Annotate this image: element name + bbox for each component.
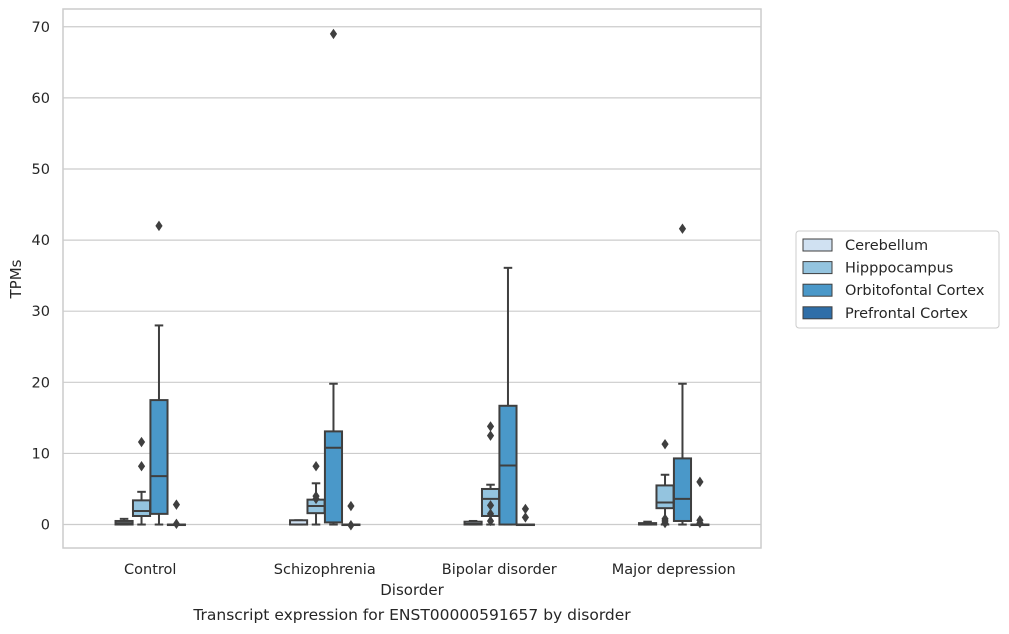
legend-label: Orbitofontal Cortex (845, 283, 985, 299)
legend-label: Cerebellum (845, 238, 928, 254)
box-prefrontal-cortex (690, 476, 710, 529)
legend: Cerebellum Hipppocampus Orbitofontal Corte… (795, 230, 1000, 329)
box-orbitofontal-cortex (323, 28, 344, 526)
outlier-point (155, 220, 163, 232)
y-tick-label: 40 (32, 233, 50, 249)
outlier-point (696, 515, 704, 526)
box-series (114, 28, 710, 531)
y-tick-label: 20 (32, 375, 50, 391)
outlier-point (312, 490, 320, 502)
outlier-point (347, 520, 355, 531)
y-tick-label: 70 (32, 20, 50, 36)
legend-swatch (802, 261, 833, 275)
box-body (131, 499, 152, 518)
plot-background (63, 9, 761, 548)
box-hipppocampus (480, 421, 501, 527)
boxplot-chart: 0 10 20 30 40 50 60 70 Control Schizophrenia Bipo… (7, 8, 1000, 599)
outlier-point (486, 515, 495, 527)
outlier-point (678, 223, 687, 234)
x-tick-label: Schizophrenia (274, 562, 376, 578)
y-axis-title: TPMs (7, 259, 25, 299)
box-prefrontal-cortex (515, 503, 535, 527)
outlier-point (137, 436, 146, 448)
legend-swatch (802, 283, 833, 297)
y-tick-label: 0 (41, 518, 50, 534)
outlier-point (312, 461, 320, 472)
outlier-point (661, 438, 669, 450)
figure-caption: Transcript expression for ENST0000059165… (193, 606, 631, 624)
box-cerebellum (289, 519, 309, 526)
y-tick-label: 50 (32, 162, 50, 178)
y-tick-labels: 0 10 20 30 40 50 60 70 (32, 20, 50, 534)
outlier-point (137, 461, 146, 472)
box-body (672, 457, 693, 522)
y-tick-label: 60 (32, 91, 50, 107)
x-axis-title: Disorder (380, 581, 444, 599)
box-body (655, 484, 675, 510)
x-tick-label: Major depression (612, 562, 736, 578)
box-orbitofontal-cortex (498, 266, 518, 526)
box-body (323, 430, 344, 524)
legend-swatch (802, 306, 833, 320)
plot-frame (62, 8, 762, 549)
outlier-point (661, 513, 669, 525)
x-tick-label: Bipolar disorder (442, 562, 557, 578)
box-prefrontal-cortex (166, 499, 186, 530)
box-prefrontal-cortex (341, 500, 361, 531)
y-tick-label: 10 (32, 446, 50, 462)
outlier-point (521, 503, 530, 515)
outlier-point (486, 508, 495, 520)
box-cerebellum (463, 519, 483, 526)
outlier-point (486, 421, 495, 432)
outlier-point (696, 476, 704, 488)
outlier-point (172, 499, 181, 510)
legend-swatch (802, 238, 833, 252)
outlier-point (329, 28, 338, 40)
box-hipppocampus (306, 461, 326, 526)
legend-label: Hipppocampus (845, 261, 953, 277)
y-tick-label: 30 (32, 304, 50, 320)
outlier-point (486, 500, 495, 511)
x-tick-labels: Control Schizophrenia Bipolar disorder Majo… (124, 562, 736, 578)
outlier-point (521, 512, 530, 523)
box-orbitofontal-cortex (149, 220, 169, 526)
box-orbitofontal-cortex (672, 223, 693, 526)
box-body (149, 399, 169, 515)
legend-frame (795, 230, 1000, 329)
outlier-point (486, 430, 495, 441)
x-tick-label: Control (124, 562, 176, 578)
outlier-point (172, 518, 181, 530)
outlier-point (347, 500, 355, 512)
box-cerebellum (638, 520, 658, 526)
box-cerebellum (114, 517, 134, 526)
legend-label: Prefrontal Cortex (845, 306, 968, 322)
